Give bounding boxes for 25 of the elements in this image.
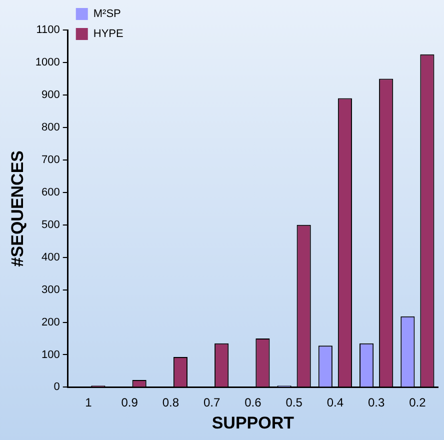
x-tick-label: 0.5 [286,396,303,410]
y-tick-label: 0 [54,381,60,394]
x-tick-label: 0.9 [121,396,138,410]
y-tick-label: 700 [42,154,60,166]
y-tick-label: 900 [42,88,60,101]
y-tick-label: 400 [42,251,60,264]
y-tick-label: 500 [42,218,60,231]
y-tick-label: 1000 [35,56,60,69]
x-tick-label: 1 [85,396,92,410]
y-tick-label: 200 [42,316,60,328]
y-axis-title: #SEQUENCES [8,150,27,267]
x-tick-label: 0.7 [203,396,220,410]
x-tick-label: 0.8 [162,396,180,410]
y-tick-label: 600 [42,186,60,198]
y-tick-label: 1100 [36,24,60,36]
y-tick-label: 300 [42,284,60,296]
x-tick-label: 0.6 [244,396,262,410]
y-tick-label: 100 [42,348,60,361]
x-tick-label: 0.3 [368,396,385,410]
x-tick-label: 0.2 [409,396,426,410]
x-tick-label: 0.4 [326,396,344,410]
legend-label: M²SP [93,8,121,20]
y-tick-label: 800 [42,121,60,134]
x-axis-title: SUPPORT [212,413,295,432]
legend-label: HYPE [93,28,124,40]
